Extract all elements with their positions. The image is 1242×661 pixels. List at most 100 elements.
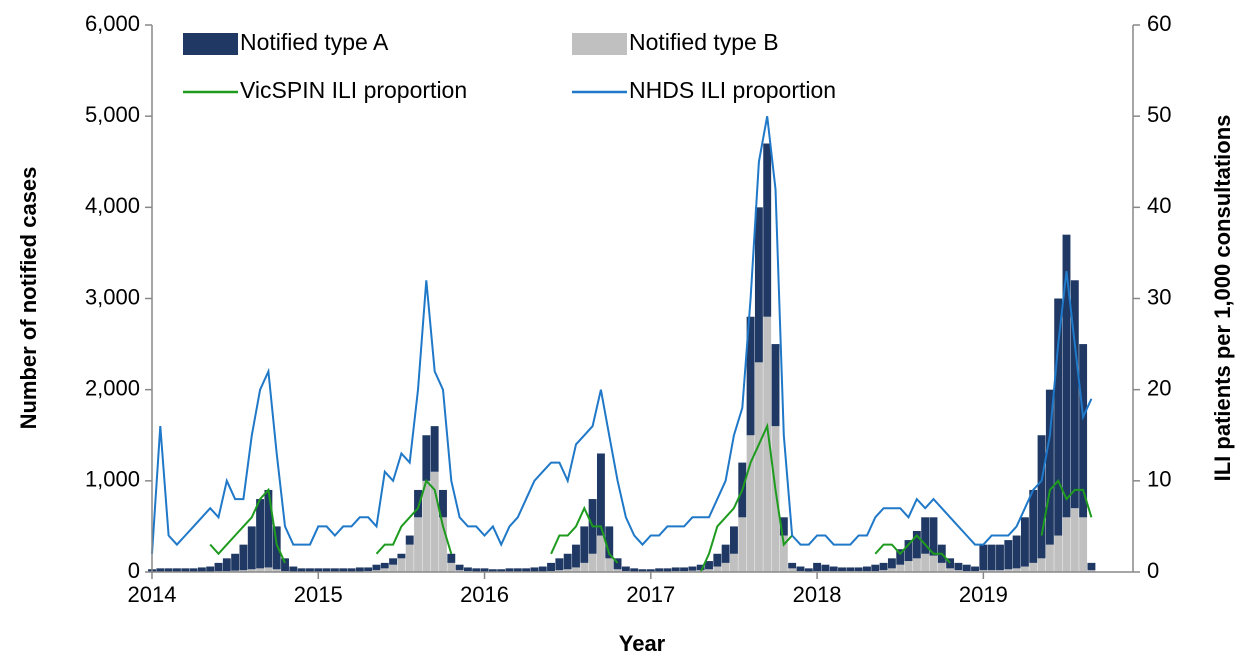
bar bbox=[722, 563, 730, 572]
bar bbox=[156, 568, 164, 571]
bar bbox=[855, 567, 863, 571]
bar bbox=[547, 563, 555, 571]
bar bbox=[397, 558, 405, 572]
bar bbox=[522, 568, 530, 571]
y2-axis-label: ILI patients per 1,000 consultations bbox=[1210, 115, 1235, 482]
bar bbox=[564, 554, 572, 569]
bar bbox=[190, 568, 198, 571]
bar bbox=[256, 499, 264, 568]
bar bbox=[422, 435, 430, 481]
bar bbox=[772, 344, 780, 426]
bar bbox=[880, 563, 888, 570]
bar bbox=[838, 567, 846, 571]
bar bbox=[422, 481, 430, 572]
bar bbox=[331, 568, 339, 571]
bar bbox=[755, 362, 763, 572]
bar bbox=[788, 563, 796, 568]
bar bbox=[323, 568, 331, 571]
legend-label: Notified type B bbox=[629, 29, 779, 55]
x-tick-label: 2015 bbox=[294, 582, 343, 607]
bar bbox=[647, 569, 655, 571]
bar bbox=[348, 568, 356, 571]
bar bbox=[406, 545, 414, 572]
bar bbox=[389, 558, 397, 564]
bar bbox=[938, 563, 946, 572]
y2-tick-label: 60 bbox=[1147, 11, 1171, 36]
y-tick-label: 6,000 bbox=[85, 11, 140, 36]
bar bbox=[821, 565, 829, 571]
bar bbox=[414, 490, 422, 517]
bar bbox=[489, 569, 497, 571]
bar bbox=[805, 568, 813, 571]
y-tick-label: 4,000 bbox=[85, 193, 140, 218]
bar bbox=[630, 568, 638, 571]
bar bbox=[605, 558, 613, 572]
x-tick-label: 2019 bbox=[959, 582, 1008, 607]
y2-tick-label: 10 bbox=[1147, 467, 1171, 492]
bar bbox=[206, 567, 214, 572]
legend-swatch bbox=[572, 33, 627, 55]
bar bbox=[198, 567, 206, 571]
bar bbox=[1021, 567, 1029, 572]
bar bbox=[1013, 536, 1021, 569]
bar bbox=[722, 545, 730, 563]
bar bbox=[622, 567, 630, 572]
bar bbox=[298, 568, 306, 571]
bar bbox=[888, 558, 896, 568]
bar bbox=[181, 568, 189, 571]
bar bbox=[954, 563, 962, 570]
x-tick-label: 2017 bbox=[626, 582, 675, 607]
bar bbox=[572, 545, 580, 568]
bar bbox=[506, 568, 514, 571]
bar bbox=[223, 558, 231, 571]
bar bbox=[713, 567, 721, 572]
y-axis-label: Number of notified cases bbox=[16, 167, 41, 430]
bar bbox=[306, 568, 314, 571]
bar bbox=[1071, 508, 1079, 572]
bar bbox=[215, 563, 223, 571]
bar bbox=[930, 556, 938, 572]
bar bbox=[996, 545, 1004, 571]
bar bbox=[248, 526, 256, 569]
bar bbox=[730, 554, 738, 572]
x-tick-label: 2018 bbox=[793, 582, 842, 607]
bar bbox=[589, 554, 597, 572]
bar bbox=[281, 558, 289, 571]
bar bbox=[813, 563, 821, 571]
bar bbox=[456, 565, 464, 570]
y-tick-label: 1,000 bbox=[85, 467, 140, 492]
bar bbox=[431, 426, 439, 472]
bar bbox=[464, 567, 472, 571]
x-tick-label: 2014 bbox=[128, 582, 177, 607]
bar bbox=[971, 567, 979, 572]
bar bbox=[1038, 435, 1046, 558]
bar bbox=[472, 568, 480, 571]
bar bbox=[963, 565, 971, 571]
bar bbox=[414, 517, 422, 572]
bar bbox=[447, 563, 455, 572]
bar bbox=[173, 568, 181, 571]
bar bbox=[580, 526, 588, 562]
legend-label: VicSPIN ILI proportion bbox=[240, 77, 467, 103]
bar bbox=[1079, 517, 1087, 572]
y-tick-label: 5,000 bbox=[85, 102, 140, 127]
bar bbox=[289, 567, 297, 572]
y-tick-label: 3,000 bbox=[85, 284, 140, 309]
bar bbox=[597, 536, 605, 572]
y2-tick-label: 20 bbox=[1147, 375, 1171, 400]
bar bbox=[921, 554, 929, 572]
y2-tick-label: 0 bbox=[1147, 558, 1159, 583]
bar bbox=[730, 526, 738, 553]
bar bbox=[863, 567, 871, 572]
legend-label: NHDS ILI proportion bbox=[629, 77, 836, 103]
bar bbox=[539, 567, 547, 572]
y2-tick-label: 30 bbox=[1147, 284, 1171, 309]
bar bbox=[356, 567, 364, 571]
bar bbox=[663, 568, 671, 571]
bar bbox=[364, 567, 372, 571]
bar bbox=[231, 554, 239, 571]
bar bbox=[389, 565, 397, 572]
y-tick-label: 0 bbox=[128, 558, 140, 583]
bar bbox=[555, 558, 563, 570]
